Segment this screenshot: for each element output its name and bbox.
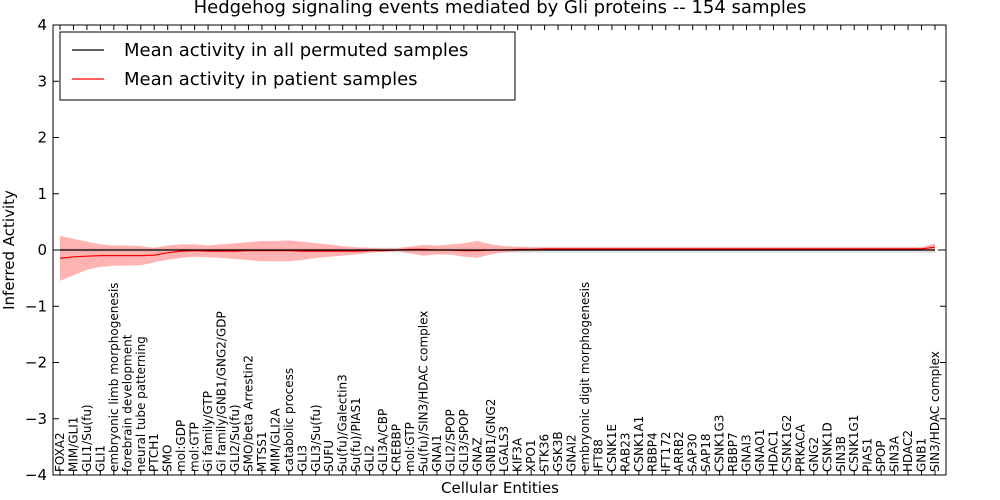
x-category-label: LGALS3 — [497, 426, 511, 472]
x-category-label: SMO — [161, 445, 175, 472]
x-category-label: CSNK1G2 — [780, 415, 794, 472]
y-tick-label: 4 — [37, 16, 47, 34]
x-category-label: Gi family/GNB1/GNG2/GDP — [215, 311, 229, 472]
y-tick-label: −2 — [25, 354, 47, 372]
x-category-label: forebrain development — [120, 334, 134, 472]
x-category-label: embryonic digit morphogenesis — [578, 282, 592, 472]
x-category-label: SIN3A — [888, 435, 902, 472]
x-category-label: KIF3A — [511, 437, 525, 472]
x-category-label: CSNK1A1 — [632, 416, 646, 472]
x-category-label: GNAI2 — [565, 434, 579, 472]
x-category-label: CSNK1E — [605, 424, 619, 472]
x-category-label: HDAC2 — [901, 430, 915, 472]
x-category-label: Su(fu)/Galectin3 — [336, 374, 350, 472]
x-category-label: mol:GDP — [174, 420, 188, 472]
x-category-label: CSNK1D — [820, 422, 834, 472]
x-category-label: RBBP7 — [726, 432, 740, 472]
x-category-label: SPOP — [874, 440, 888, 472]
x-category-label: SIN3B — [834, 436, 848, 472]
x-category-label: catabolic process — [282, 368, 296, 472]
x-category-label: SUFU — [322, 440, 336, 472]
x-category-label: PRKACA — [793, 423, 807, 472]
x-category-label: GLI2 — [363, 445, 377, 472]
x-category-label: GLI1 — [93, 445, 107, 472]
y-tick-label: 3 — [37, 72, 47, 90]
chart-title: Hedgehog signaling events mediated by Gl… — [194, 0, 807, 18]
x-category-label: RBBP4 — [645, 432, 659, 472]
x-category-label: GLI3/SPOP — [457, 409, 471, 472]
x-category-label: RAB23 — [618, 432, 632, 472]
x-category-label: CSNK1G1 — [847, 415, 861, 472]
x-category-label: PIAS1 — [861, 438, 875, 472]
x-category-label: IFT88 — [592, 439, 606, 472]
legend-label-patient: Mean activity in patient samples — [124, 69, 418, 90]
y-tick-label: −1 — [25, 297, 47, 315]
x-category-label: GLI2/Su(fu) — [228, 404, 242, 472]
y-tick-label: 1 — [37, 185, 47, 203]
y-axis-label: Inferred Activity — [0, 190, 18, 310]
x-category-label: MTSS1 — [255, 431, 269, 472]
x-category-label: IFT172 — [659, 432, 673, 472]
x-category-label: SMO/beta Arrestin2 — [242, 355, 256, 472]
x-category-label: GLI1/Su(fu) — [80, 404, 94, 472]
x-category-label: XPO1 — [524, 439, 538, 472]
x-category-label: Gi family/GTP — [201, 391, 215, 472]
x-category-label: SIN3/HDAC complex — [928, 351, 942, 472]
x-axis-label: Cellular Entities — [441, 479, 559, 497]
legend-box — [59, 31, 516, 101]
x-category-label: FOXA2 — [53, 432, 67, 472]
x-category-label: neural tube patterning — [134, 336, 148, 472]
x-category-label: GLI3/Su(fu) — [309, 404, 323, 472]
x-category-label: GNB1 — [915, 438, 929, 472]
x-category-label: Su(fu)/SIN3/HDAC complex — [417, 311, 431, 472]
x-category-label: MIM/GLI2A — [268, 408, 282, 472]
x-category-label: embryonic limb morphogenesis — [107, 282, 121, 472]
x-category-label: GLI2/SPOP — [443, 409, 457, 472]
x-category-label: HDAC1 — [767, 430, 781, 472]
x-category-label: mol:GTP — [403, 422, 417, 472]
x-category-label: SAP30 — [686, 433, 700, 472]
x-category-label: GNG2 — [807, 437, 821, 472]
x-category-label: CSNK1G3 — [713, 415, 727, 472]
x-category-label: GLI3A/CBP — [376, 409, 390, 472]
x-category-label: GNAZ — [470, 437, 484, 472]
x-category-label: SAP18 — [699, 433, 713, 472]
legend-label-permuted: Mean activity in all permuted samples — [124, 40, 468, 61]
x-category-label: Su(fu)/PIAS1 — [349, 397, 363, 472]
x-category-label: GNB1/GNG2 — [484, 399, 498, 472]
y-tick-label: 2 — [37, 129, 47, 147]
x-category-label: GNAI3 — [740, 434, 754, 472]
x-category-label: CREBBP — [390, 424, 404, 472]
x-category-label: GSK3B — [551, 431, 565, 472]
y-tick-label: −4 — [25, 466, 47, 484]
x-category-label: STK36 — [538, 434, 552, 472]
y-tick-label: 0 — [37, 241, 47, 259]
y-tick-label: −3 — [25, 410, 47, 428]
x-category-label: GNAI1 — [430, 434, 444, 472]
x-category-label: mol:GTP — [188, 422, 202, 472]
x-category-label: GNAO1 — [753, 429, 767, 472]
x-category-label: GLI3 — [295, 445, 309, 472]
x-category-label: ARRB2 — [672, 431, 686, 472]
x-category-label: MIM/GLI1 — [67, 417, 81, 472]
x-category-label: PTCH1 — [147, 433, 161, 472]
patient-confidence-band — [60, 235, 935, 281]
